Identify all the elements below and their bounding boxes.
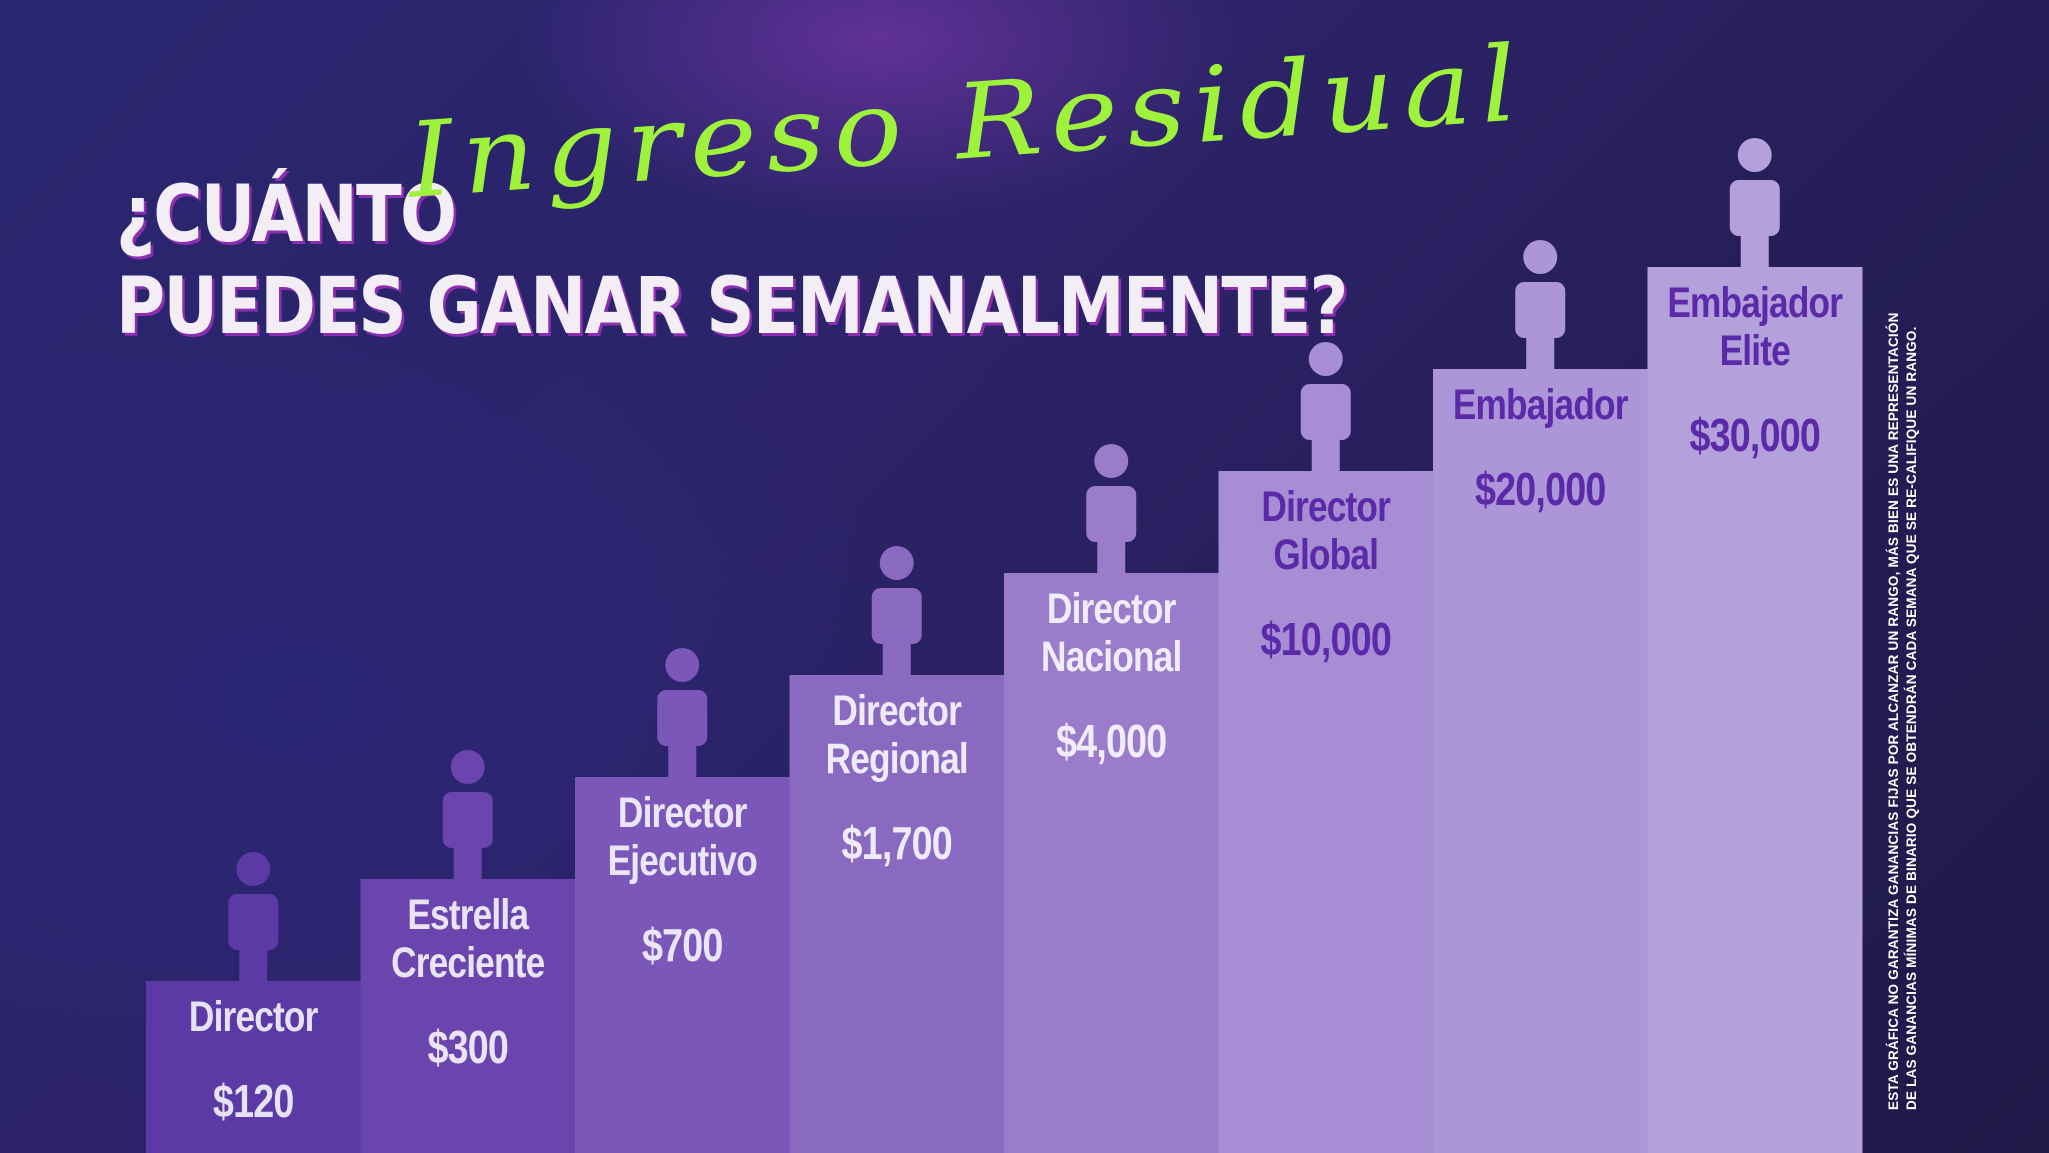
disclaimer-line-2: DE LAS GANANCIAS MÍNIMAS DE BINARIO QUE … [1904,326,1919,1110]
bar-7 [1433,369,1648,1153]
bar-3 [575,777,790,1153]
headline-line-2: PUEDES GANAR SEMANALMENTE? [116,262,1348,352]
bar-8 [1647,267,1863,1153]
disclaimer-line-1: ESTA GRÁFICA NO GARANTIZA GANANCIAS FIJA… [1886,312,1901,1110]
bar-value-3: $700 [642,919,723,970]
bar-5 [1004,573,1219,1153]
bar-label-5-line-1: Director [1047,585,1176,633]
bar-label-3-line-2: Ejecutivo [608,837,757,885]
person-icon-4 [871,546,922,676]
person-icon-5 [1086,444,1137,574]
bar-value-8: $30,000 [1689,409,1820,460]
bar-label-4-line-1: Director [832,687,961,735]
bar-1 [146,981,361,1153]
bar-value-7: $20,000 [1475,463,1606,514]
bar-value-5: $4,000 [1056,715,1166,766]
disclaimer: ESTA GRÁFICA NO GARANTIZA GANANCIAS FIJA… [1885,210,1921,1110]
bar-6 [1218,471,1434,1153]
bar-label-2-line-1: Estrella [407,891,530,939]
bar-label-6-line-1: Director [1261,483,1390,531]
person-icon-6 [1300,342,1351,472]
bar-label-3-line-1: Director [618,789,747,837]
bar-value-2: $300 [427,1021,508,1072]
bar-2 [360,879,576,1153]
person-icon-2 [442,750,493,880]
person-icon-1 [228,852,279,982]
person-icon-8 [1729,138,1780,268]
bar-label-2-line-2: Creciente [391,939,544,987]
bar-label-1-line-1: Director [189,993,318,1041]
bar-value-4: $1,700 [842,817,952,868]
headline-line-1: ¿CUÁNTO [116,170,457,260]
bar-label-4-line-2: Regional [826,735,968,783]
bar-value-1: $120 [213,1075,294,1126]
bar-4 [789,675,1005,1153]
bar-label-7-line-1: Embajador [1453,381,1628,429]
person-icon-3 [657,648,708,778]
bar-value-6: $10,000 [1260,613,1391,664]
bar-label-8-line-2: Elite [1720,327,1790,375]
bar-label-6-line-2: Global [1273,531,1378,579]
bar-label-8-line-1: Embajador [1667,279,1842,327]
person-icon-7 [1515,240,1566,370]
bar-label-5-line-2: Nacional [1041,633,1181,681]
